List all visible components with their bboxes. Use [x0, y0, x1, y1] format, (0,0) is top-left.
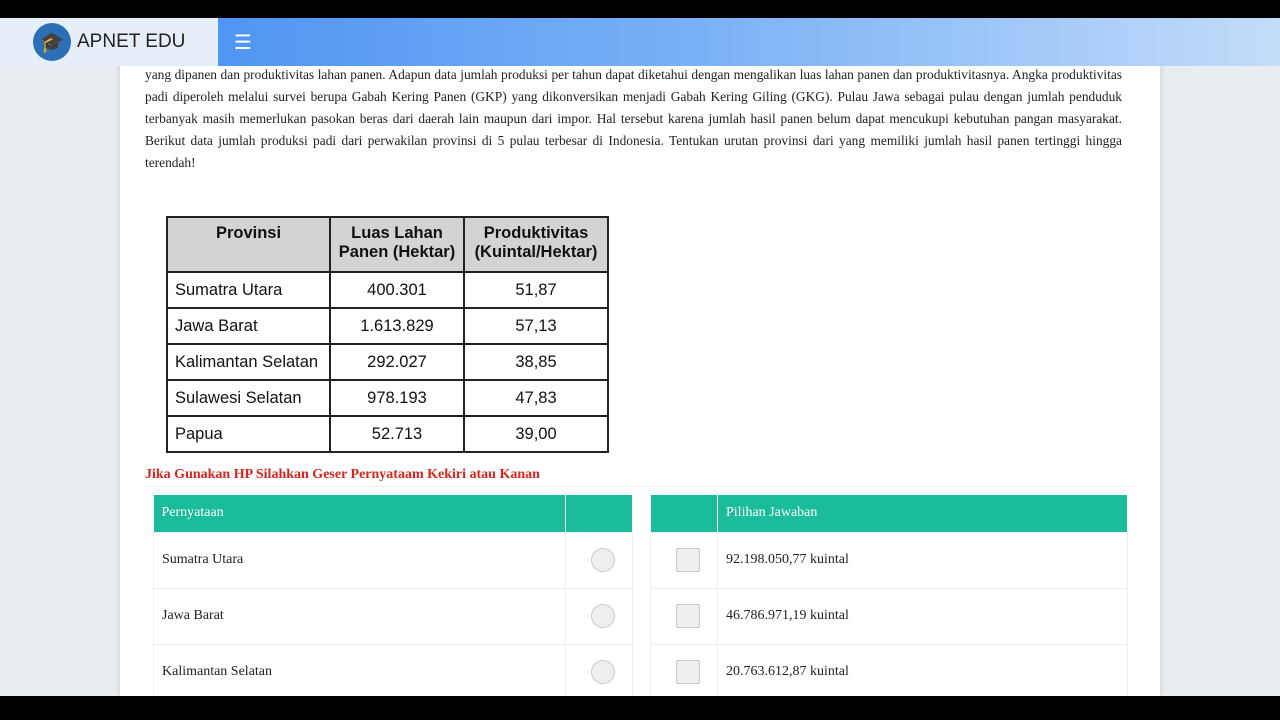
answer-header-blank [650, 495, 718, 532]
answer-label: 92.198.050,77 kuintal [717, 531, 1128, 589]
cell-provinsi: Papua [166, 415, 331, 453]
statement-row: Kalimantan Selatan [153, 643, 633, 696]
header-luas: Luas Lahan Panen (Hektar) [329, 216, 465, 273]
cell-produktivitas: 51,87 [463, 271, 609, 309]
answer-row: 20.763.612,87 kuintal [650, 643, 1128, 696]
statement-header: Pernyataan [153, 495, 566, 532]
cell-produktivitas: 47,83 [463, 379, 609, 417]
table-header-row: Provinsi Luas Lahan Panen (Hektar) Produ… [166, 216, 609, 273]
table-row: Sulawesi Selatan 978.193 47,83 [166, 379, 609, 417]
table-row: Sumatra Utara 400.301 51,87 [166, 271, 609, 309]
statement-row: Sumatra Utara [153, 531, 633, 589]
hamburger-icon[interactable]: ☰ [234, 30, 252, 54]
table-row: Jawa Barat 1.613.829 57,13 [166, 307, 609, 345]
answer-row: 46.786.971,19 kuintal [650, 587, 1128, 645]
top-header: 🎓 APNET EDU ☰ [0, 18, 1280, 66]
header-produktivitas: Produktivitas (Kuintal/Hektar) [463, 216, 609, 273]
graduation-cap-icon: 🎓 [33, 23, 71, 61]
cell-luas: 400.301 [329, 271, 465, 309]
swipe-note: Jika Gunakan HP Silahkan Geser Pernyataa… [145, 467, 540, 482]
brand[interactable]: 🎓 APNET EDU [0, 18, 218, 66]
answer-label: 20.763.612,87 kuintal [717, 643, 1128, 696]
cell-luas: 978.193 [329, 379, 465, 417]
drag-handle[interactable] [591, 604, 615, 628]
statement-header-blank [565, 495, 633, 532]
statement-row: Jawa Barat [153, 587, 633, 645]
cell-produktivitas: 39,00 [463, 415, 609, 453]
cell-provinsi: Jawa Barat [166, 307, 331, 345]
bottom-bar [0, 696, 1280, 720]
answer-row: 92.198.050,77 kuintal [650, 531, 1128, 589]
header-provinsi: Provinsi [166, 216, 331, 273]
header-bar: ☰ [218, 18, 1280, 66]
answer-drop-box[interactable] [676, 660, 700, 684]
statement-label: Sumatra Utara [153, 531, 566, 589]
statement-label: Kalimantan Selatan [153, 643, 566, 696]
data-table: Provinsi Luas Lahan Panen (Hektar) Produ… [166, 216, 609, 453]
cell-provinsi: Sulawesi Selatan [166, 379, 331, 417]
answer-drop-box[interactable] [676, 604, 700, 628]
cell-luas: 1.613.829 [329, 307, 465, 345]
answer-drop-box[interactable] [676, 548, 700, 572]
drag-handle[interactable] [591, 660, 615, 684]
answer-header: Pilihan Jawaban [717, 495, 1128, 532]
statement-label: Jawa Barat [153, 587, 566, 645]
table-row: Kalimantan Selatan 292.027 38,85 [166, 343, 609, 381]
cell-produktivitas: 57,13 [463, 307, 609, 345]
drag-handle[interactable] [591, 548, 615, 572]
screen: 🎓 APNET EDU ☰ yang dipanen dan produktiv… [0, 18, 1280, 696]
divider [145, 486, 1135, 487]
cell-produktivitas: 38,85 [463, 343, 609, 381]
cell-luas: 52.713 [329, 415, 465, 453]
answer-table: Pilihan Jawaban 92.198.050,77 kuintal 46.… [650, 495, 1128, 696]
cell-provinsi: Kalimantan Selatan [166, 343, 331, 381]
content-panel: yang dipanen dan produktivitas lahan pan… [120, 18, 1160, 696]
brand-name: APNET EDU [77, 31, 186, 52]
question-text: yang dipanen dan produktivitas lahan pan… [145, 67, 1122, 170]
cell-luas: 292.027 [329, 343, 465, 381]
cell-provinsi: Sumatra Utara [166, 271, 331, 309]
statement-table: Pernyataan Sumatra Utara Jawa Barat Kalima… [153, 495, 633, 696]
answer-label: 46.786.971,19 kuintal [717, 587, 1128, 645]
table-row: Papua 52.713 39,00 [166, 415, 609, 453]
